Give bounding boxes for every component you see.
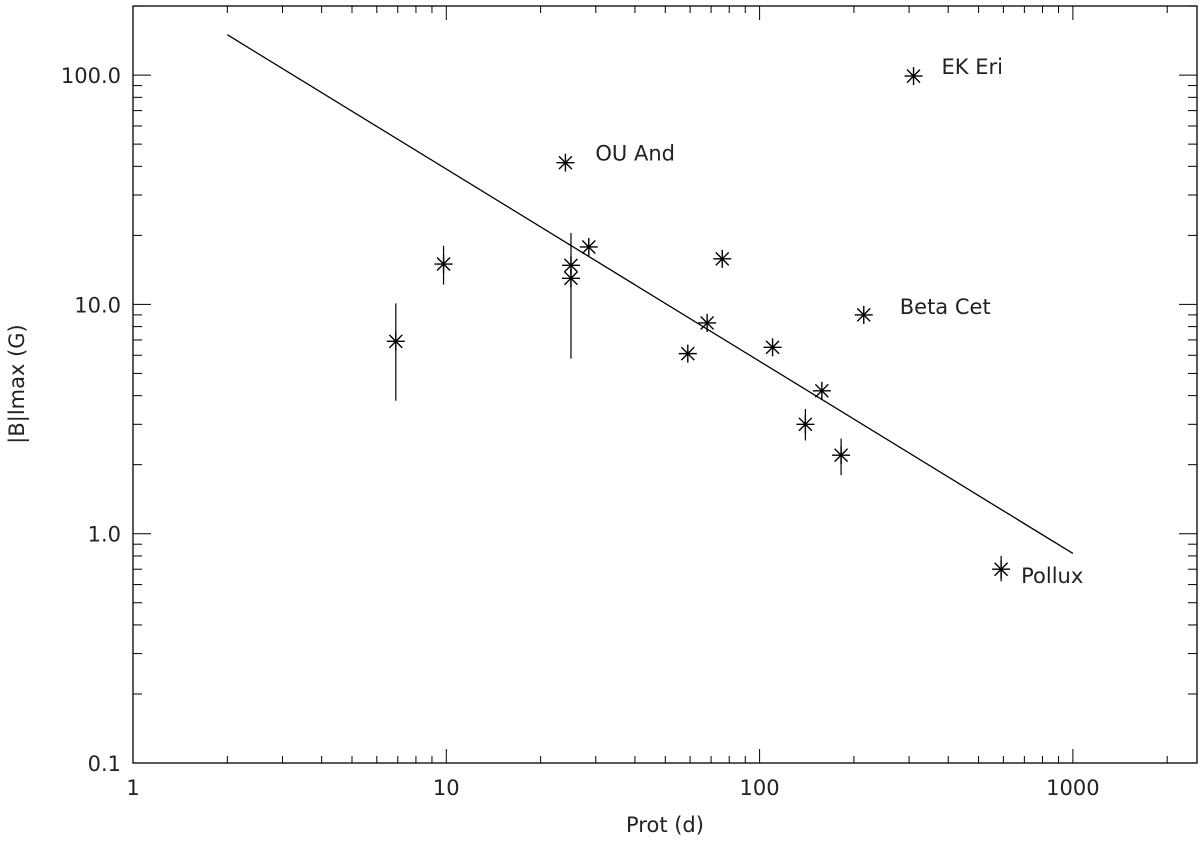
x-tick-label: 100 [740, 776, 780, 800]
x-tick-label: 1 [126, 776, 139, 800]
marker-stroke [834, 448, 849, 463]
data-point [763, 338, 782, 357]
plot-frame [132, 5, 1198, 764]
data-point [812, 381, 831, 400]
fit-line [226, 34, 1074, 555]
marker-stroke [765, 340, 780, 355]
marker-stroke [558, 155, 573, 170]
marker-stroke [581, 240, 596, 254]
data-point [434, 255, 453, 274]
marker-stroke [715, 251, 730, 266]
data-point [386, 332, 405, 351]
point-labels: OU And Beta Cet EK Eri Pollux [595, 55, 1083, 588]
marker-stroke [906, 69, 921, 84]
marker-stroke [994, 562, 1009, 577]
marker-stroke [700, 315, 715, 330]
y-tick-label: 100.0 [61, 64, 121, 88]
data-point [713, 249, 732, 268]
marker-stroke [814, 383, 829, 398]
marker-stroke [436, 257, 451, 271]
data-point [854, 305, 873, 324]
fit-line-group [226, 34, 1074, 555]
x-tick-label: 10 [433, 776, 460, 800]
y-tick-label: 0.1 [88, 752, 121, 776]
error-bars [395, 232, 1002, 582]
data-point [698, 313, 717, 332]
y-axis-title: |B|lmax (G) [5, 324, 30, 443]
point-label: EK Eri [942, 55, 1003, 79]
y-tick-label: 10.0 [74, 293, 121, 317]
y-tick-label: 1.0 [88, 523, 121, 547]
marker-stroke [388, 334, 403, 349]
y-axis-ticks: 0.1 1.0 10.0 100.0 [61, 5, 1197, 776]
marker-stroke [856, 307, 871, 322]
data-point [904, 67, 923, 86]
x-axis-ticks: 1 10 100 1000 [126, 6, 1168, 800]
data-point [678, 344, 697, 363]
data-point [992, 560, 1011, 579]
data-point [832, 446, 851, 465]
point-label: OU And [595, 142, 675, 166]
x-axis-title: Prot (d) [626, 813, 704, 837]
data-markers [386, 67, 1011, 579]
point-label: Beta Cet [900, 295, 991, 319]
marker-stroke [563, 271, 578, 286]
data-point [579, 237, 598, 256]
marker-stroke [680, 346, 695, 361]
marker-stroke [563, 258, 578, 273]
x-tick-label: 1000 [1046, 776, 1099, 800]
data-point [561, 256, 580, 275]
data-point [796, 415, 815, 434]
data-point [556, 153, 575, 172]
point-label: Pollux [1021, 564, 1083, 588]
marker-stroke [798, 417, 813, 432]
